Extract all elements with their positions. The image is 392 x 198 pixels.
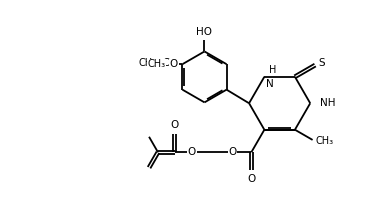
Text: O: O <box>170 59 178 69</box>
Text: O: O <box>162 58 171 68</box>
Text: H: H <box>269 65 277 75</box>
Text: O: O <box>228 147 236 157</box>
Text: S: S <box>318 58 325 68</box>
Text: O: O <box>171 120 179 130</box>
Text: NH: NH <box>319 98 335 108</box>
Text: O: O <box>188 147 196 157</box>
Text: HO: HO <box>196 27 212 37</box>
Text: CH₃: CH₃ <box>147 59 165 69</box>
Text: CH₃: CH₃ <box>316 136 334 146</box>
Text: O: O <box>247 174 256 184</box>
Text: CH₃: CH₃ <box>139 58 157 68</box>
Text: N: N <box>267 79 274 89</box>
